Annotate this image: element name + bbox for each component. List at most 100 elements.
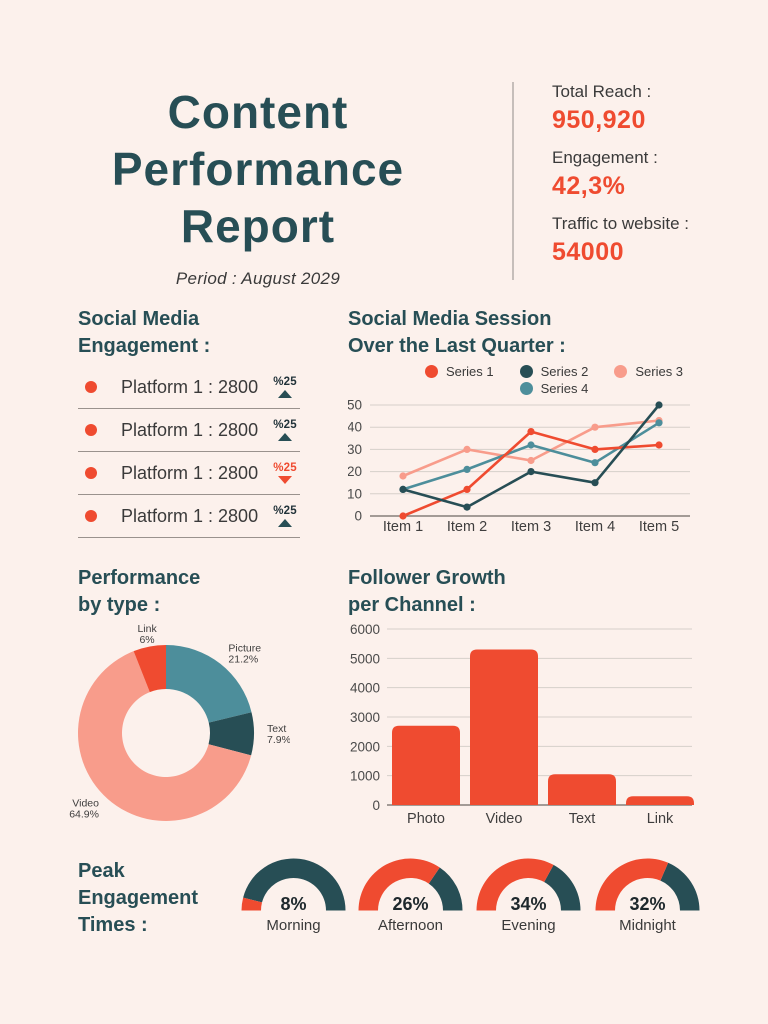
delta-percent: %25 — [273, 462, 297, 474]
gauge-arc — [595, 858, 700, 911]
stat-label: Total Reach : — [552, 82, 652, 101]
follower-growth-section: Follower Growth per Channel : 0 1000 2000 3… — [348, 565, 760, 827]
svg-text:30: 30 — [348, 442, 362, 457]
trend-up-icon — [278, 390, 292, 398]
platform-metric: Platform 1 : 2800 — [121, 462, 259, 483]
section-title: Social Media Session Over the Last Quart… — [348, 306, 760, 360]
platform-metric: Platform 1 : 2800 — [121, 419, 259, 440]
gauge-label: Midnight — [619, 917, 676, 934]
gauge-value: 26% — [392, 894, 429, 914]
legend-dot-icon — [519, 365, 533, 378]
legend-label: Series 1 — [445, 364, 494, 379]
section-title-line: Over the Last Quarter : — [348, 335, 566, 357]
section-title-line: Performance — [78, 567, 201, 589]
peak-engagement-section: Peak Engagement Times : — [78, 858, 268, 939]
gauge-morning: 8% Morning — [240, 855, 347, 934]
delta-indicator: %25 — [270, 505, 300, 527]
gauge-arc-wrap: 34% — [475, 855, 582, 914]
svg-text:Video: Video — [486, 811, 523, 827]
svg-text:Link: Link — [137, 623, 157, 635]
stat-engagement: Engagement : 42,3% — [552, 148, 689, 201]
gauge-value: 8% — [280, 894, 307, 914]
gauge-evening: 34% Evening — [475, 855, 582, 934]
section-title: Performance by type : — [78, 565, 318, 619]
section-title-line: Social Media Session — [348, 308, 552, 330]
stat-value: 54000 — [552, 238, 625, 266]
bullet-dot-icon — [85, 510, 97, 522]
page-title: Content Performance Report — [58, 84, 458, 255]
gauge-arc — [358, 858, 463, 911]
legend-label: Series 4 — [540, 381, 589, 396]
legend-label: Series 3 — [635, 364, 684, 379]
svg-text:10: 10 — [348, 486, 362, 501]
section-title: Follower Growth per Channel : — [348, 565, 760, 619]
engagement-list: Platform 1 : 2800 %25 Platform 1 : 2800 … — [78, 366, 300, 538]
section-title-line: Times : — [78, 914, 148, 936]
platform-metric: Platform 1 : 2800 — [121, 505, 259, 526]
legend-item: Series 4 — [519, 381, 589, 396]
section-title-line: Engagement : — [78, 335, 211, 357]
svg-text:64.9%: 64.9% — [69, 809, 99, 821]
section-title-line: Social Media — [78, 308, 200, 330]
svg-text:6000: 6000 — [350, 622, 380, 637]
svg-text:7.9%: 7.9% — [267, 734, 290, 746]
gauge-label: Afternoon — [377, 917, 444, 934]
bar-chart: 0 1000 2000 3000 4000 5000 6000 Photo Video Text L… — [350, 622, 694, 827]
section-title: Social Media Engagement : — [78, 306, 300, 360]
engagement-row: Platform 1 : 2800 %25 — [78, 452, 300, 495]
gauge-label: Evening — [501, 917, 556, 934]
svg-text:50: 50 — [348, 398, 362, 413]
stat-label: Traffic to website : — [552, 214, 689, 233]
legend-item: Series 2 — [519, 364, 589, 379]
delta-percent: %25 — [273, 376, 297, 388]
platform-metric: Platform 1 : 2800 — [121, 376, 259, 397]
svg-text:Picture: Picture — [228, 643, 261, 655]
section-title-line: Engagement — [78, 887, 199, 909]
legend-label: Series 2 — [540, 364, 589, 379]
svg-text:Link: Link — [647, 811, 674, 827]
svg-text:0: 0 — [354, 509, 362, 524]
section-title-line: Peak — [78, 860, 125, 882]
legend-dot-icon — [614, 365, 628, 378]
svg-text:3000: 3000 — [350, 710, 380, 725]
sessions-chart-section: Social Media Session Over the Last Quart… — [348, 306, 760, 535]
svg-text:Photo: Photo — [407, 811, 445, 827]
section-title: Peak Engagement Times : — [78, 858, 268, 939]
delta-indicator: %25 — [270, 462, 300, 484]
svg-text:21.2%: 21.2% — [228, 654, 258, 666]
title-block: Content Performance Report Period : Augu… — [58, 84, 458, 289]
line-chart: 0 10 20 30 40 50 Item 1 Item 2 Item 3 Item 4 Item … — [348, 398, 690, 535]
svg-text:6%: 6% — [139, 634, 154, 646]
gauge-afternoon: 26% Afternoon — [357, 855, 464, 934]
trend-up-icon — [278, 433, 292, 441]
stat-total-reach: Total Reach : 950,920 — [552, 82, 689, 135]
gauge-arc-wrap: 32% — [594, 855, 701, 914]
legend-item: Series 3 — [614, 364, 683, 379]
chart-legend: Series 1 Series 2 Series 3 Series 4 — [389, 363, 719, 397]
delta-indicator: %25 — [270, 376, 300, 398]
section-title-line: per Channel : — [348, 594, 476, 616]
gauge-value: 32% — [629, 894, 666, 914]
svg-text:Item 2: Item 2 — [447, 519, 487, 535]
social-media-engagement-section: Social Media Engagement : Platform 1 : 2… — [78, 306, 300, 538]
svg-text:Item 5: Item 5 — [639, 519, 679, 535]
delta-percent: %25 — [273, 419, 297, 431]
title-line: Performance — [111, 143, 405, 195]
stat-value: 950,920 — [552, 106, 646, 134]
gauge-midnight: 32% Midnight — [594, 855, 701, 934]
svg-text:2000: 2000 — [350, 739, 380, 754]
trend-down-icon — [278, 476, 292, 484]
section-title-line: Follower Growth — [348, 567, 506, 589]
svg-text:Video: Video — [72, 798, 99, 810]
stat-label: Engagement : — [552, 148, 658, 167]
engagement-row: Platform 1 : 2800 %25 — [78, 495, 300, 538]
gauge-arc-wrap: 26% — [357, 855, 464, 914]
stat-value: 42,3% — [552, 172, 626, 200]
report-period: Period : August 2029 — [175, 269, 341, 288]
legend-item: Series 1 — [424, 364, 494, 379]
section-title-line: by type : — [78, 594, 161, 616]
engagement-row: Platform 1 : 2800 %25 — [78, 409, 300, 452]
title-line: Report — [180, 200, 336, 252]
